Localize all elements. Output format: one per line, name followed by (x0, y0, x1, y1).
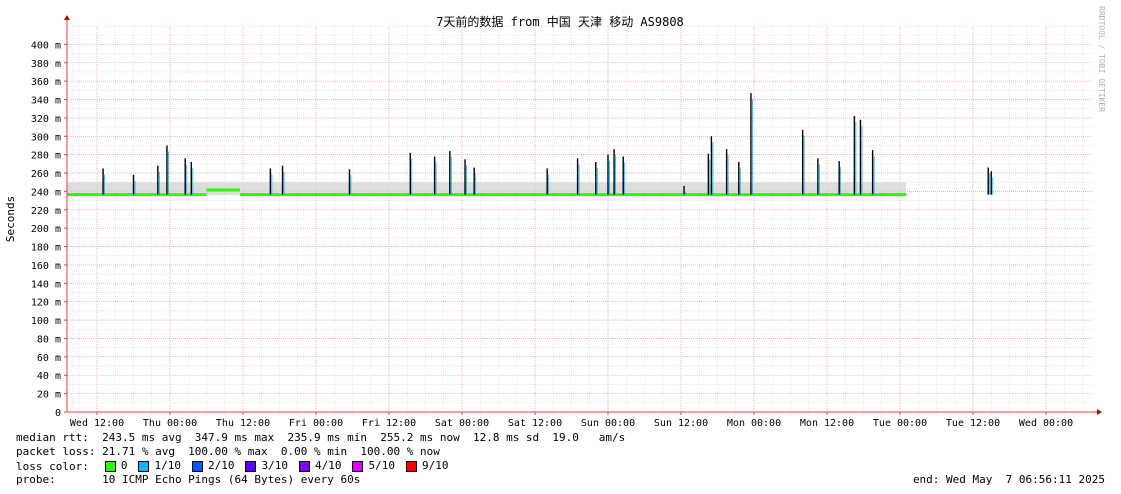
axes (64, 15, 1102, 415)
probe-info: probe: 10 ICMP Echo Pings (64 Bytes) eve… (16, 473, 361, 486)
y-tick-labels: 0 20 m 40 m 60 m 80 m 100 m 120 m 140 m 160 m 180… (31, 40, 61, 419)
end-time: end: Wed May 7 06:56:11 2025 (912, 473, 1105, 486)
loss-legend-label: 3/10 (261, 459, 288, 472)
x-tick-label: Tue 12:00 (946, 418, 1000, 429)
loss-legend-label: 0 (120, 459, 128, 472)
x-tick-label: Thu 00:00 (143, 418, 197, 429)
x-tick-label: Sat 00:00 (435, 418, 489, 429)
median-rtt-stats: median rtt: 243.5 ms avg 347.9 ms max 23… (16, 431, 626, 444)
loss-swatch (104, 460, 116, 472)
loss-color-label: loss color: (16, 460, 89, 474)
loss-legend-label: 1/10 (154, 459, 181, 472)
y-tick-label: 160 m (31, 261, 61, 272)
loss-legend-item: 5/10 (352, 459, 395, 473)
loss-legend-item: 4/10 (298, 459, 342, 473)
loss-legend-item: 0 (104, 459, 128, 473)
chart-title: 7天前的数据 from 中国 天津 移动 AS9808 (436, 14, 684, 29)
loss-legend-item: 9/10 (405, 459, 449, 473)
loss-legend-item: 2/10 (191, 459, 235, 473)
loss-swatch (405, 460, 417, 472)
y-tick-label: 380 m (31, 59, 61, 70)
x-tick-label: Wed 12:00 (70, 418, 124, 429)
y-tick-label: 60 m (37, 353, 61, 364)
y-tick-label: 120 m (31, 298, 61, 309)
y-tick-label: 320 m (31, 114, 61, 125)
y-tick-label: 100 m (31, 316, 61, 327)
median-rtt-series (66, 93, 994, 197)
y-tick-label: 240 m (31, 187, 61, 198)
x-tick-label: Thu 12:00 (216, 418, 270, 429)
x-tick-labels: Wed 12:00 Thu 00:00 Thu 12:00 Fri 00:00 Fri … (70, 418, 1073, 429)
y-tick-label: 340 m (31, 96, 61, 107)
x-tick-label: Mon 12:00 (800, 418, 854, 429)
y-tick-label: 180 m (31, 243, 61, 254)
y-tick-label: 80 m (37, 334, 61, 345)
grid (67, 25, 1093, 412)
y-tick-label: 200 m (31, 224, 61, 235)
y-axis-arrow (64, 15, 70, 20)
loss-legend-label: 5/10 (368, 459, 395, 472)
y-tick-label: 0 (55, 408, 61, 419)
loss-swatch (352, 460, 364, 472)
smoke-band (66, 182, 907, 196)
y-axis-label: Seconds (4, 196, 17, 242)
x-tick-label: Tue 00:00 (873, 418, 927, 429)
y-tick-label: 280 m (31, 151, 61, 162)
y-tick-label: 40 m (37, 371, 61, 382)
loss-legend-label: 2/10 (207, 459, 235, 472)
smoke-rect (66, 182, 907, 196)
x-tick-label: Mon 00:00 (727, 418, 781, 429)
loss-color-legend: loss color: 0 1/10 2/10 3/10 4/10 5/10 9/10 (16, 459, 459, 476)
y-tick-label: 260 m (31, 169, 61, 180)
x-tick-label: Fri 00:00 (289, 418, 343, 429)
y-tick-label: 360 m (31, 77, 61, 88)
y-tick-label: 140 m (31, 279, 61, 290)
y-tick-label: 20 m (37, 390, 61, 401)
y-tick-label: 400 m (31, 40, 61, 51)
x-tick-label: Sun 12:00 (654, 418, 708, 429)
packet-loss-stats: packet loss: 21.71 % avg 100.00 % max 0.… (16, 445, 440, 458)
loss-legend-item: 3/10 (245, 459, 288, 473)
loss-legend-item: 1/10 (138, 459, 181, 473)
loss-swatch (298, 460, 310, 472)
x-tick-label: Fri 12:00 (362, 418, 416, 429)
loss-legend-label: 9/10 (421, 459, 449, 472)
x-axis-arrow (1097, 409, 1102, 415)
rrdtool-watermark: RRDTOOL / TOBI OETIKER (1097, 6, 1106, 112)
loss-swatch (191, 460, 203, 472)
x-tick-label: Wed 00:00 (1019, 418, 1073, 429)
loss-legend-label: 4/10 (314, 459, 342, 472)
loss-swatch (138, 460, 150, 472)
loss-swatch (245, 460, 257, 472)
y-tick-label: 220 m (31, 206, 61, 217)
y-tick-label: 300 m (31, 132, 61, 143)
x-tick-label: Sat 12:00 (508, 418, 562, 429)
x-tick-label: Sun 00:00 (581, 418, 635, 429)
